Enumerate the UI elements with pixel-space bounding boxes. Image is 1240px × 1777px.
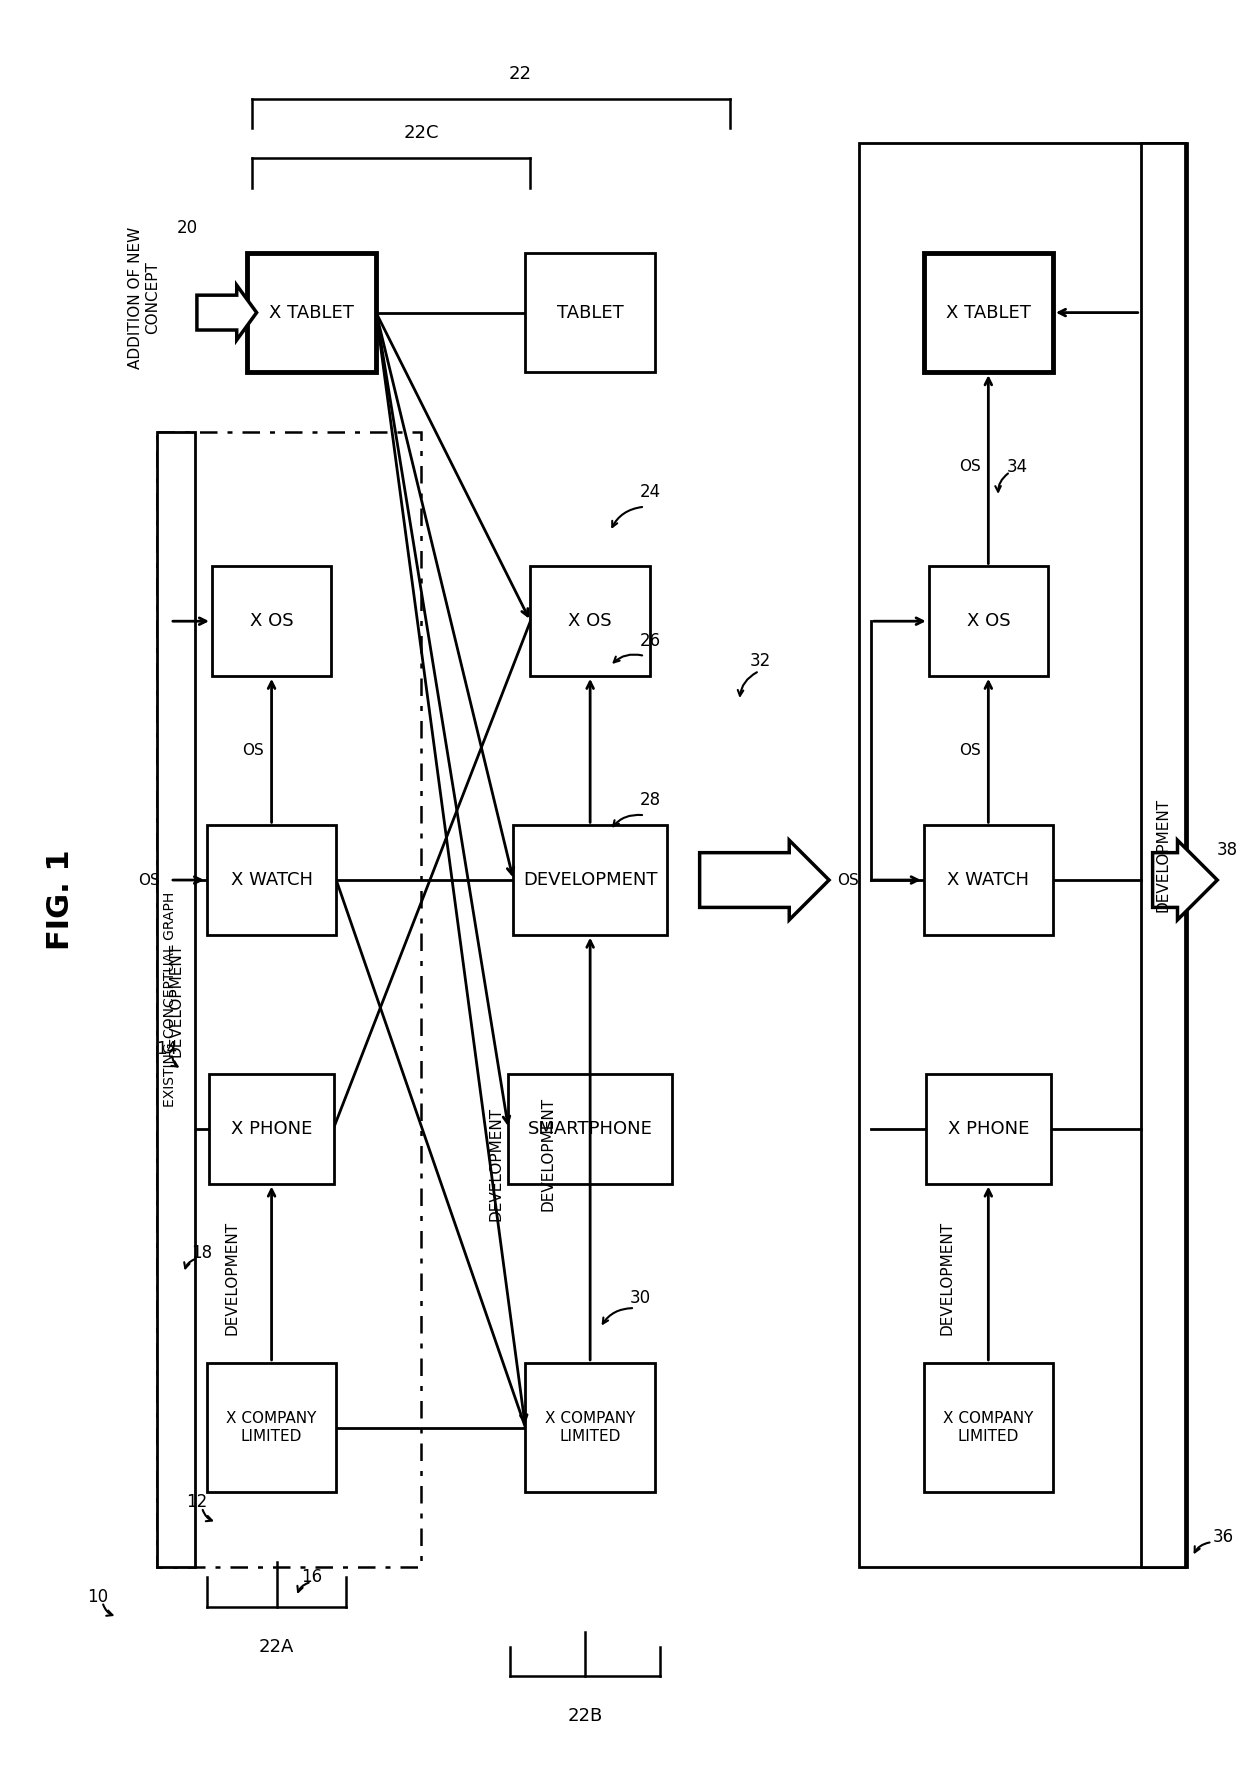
Bar	[212, 567, 331, 675]
Bar	[247, 252, 376, 373]
Text: 36: 36	[1213, 1528, 1234, 1546]
Text: 12: 12	[186, 1493, 207, 1510]
Text: 18: 18	[191, 1244, 212, 1262]
Text: X OS: X OS	[966, 613, 1011, 631]
Bar	[531, 567, 650, 675]
Text: X TABLET: X TABLET	[946, 304, 1030, 322]
Text: X COMPANY
LIMITED: X COMPANY LIMITED	[944, 1411, 1033, 1443]
FancyArrow shape	[197, 286, 257, 339]
Text: TABLET: TABLET	[557, 304, 624, 322]
Text: X TABLET: X TABLET	[269, 304, 353, 322]
FancyArrow shape	[699, 841, 830, 920]
Text: DEVELOPMENT: DEVELOPMENT	[169, 942, 184, 1057]
Bar	[926, 1073, 1050, 1183]
Bar	[526, 252, 655, 373]
Text: DEVELOPMENT: DEVELOPMENT	[1156, 798, 1171, 912]
Bar	[526, 1363, 655, 1493]
Text: OS: OS	[139, 873, 160, 887]
Text: OS: OS	[242, 743, 264, 759]
Text: OS: OS	[959, 743, 981, 759]
Text: 32: 32	[749, 652, 771, 670]
Text: X PHONE: X PHONE	[231, 1120, 312, 1137]
Text: 28: 28	[640, 791, 661, 809]
Text: EXISTING CONCEPTUAL GRAPH: EXISTING CONCEPTUAL GRAPH	[162, 892, 177, 1107]
Bar	[1141, 144, 1185, 1567]
Bar	[210, 1073, 334, 1183]
Bar	[929, 567, 1048, 675]
Bar	[513, 825, 667, 935]
Bar	[924, 252, 1053, 373]
Text: 22C: 22C	[403, 124, 439, 142]
Text: SMARTPHONE: SMARTPHONE	[528, 1120, 652, 1137]
FancyArrow shape	[1153, 841, 1218, 920]
Bar	[859, 144, 1188, 1567]
Bar	[508, 1073, 672, 1183]
Text: 30: 30	[630, 1288, 651, 1308]
Text: DEVELOPMENT: DEVELOPMENT	[541, 1096, 556, 1210]
Text: 22B: 22B	[568, 1708, 603, 1725]
Text: X OS: X OS	[249, 613, 294, 631]
Text: FIG. 1: FIG. 1	[46, 849, 74, 951]
Text: ADDITION OF NEW
CONCEPT: ADDITION OF NEW CONCEPT	[128, 226, 160, 370]
Bar	[924, 825, 1053, 935]
Bar	[207, 1363, 336, 1493]
Bar	[207, 825, 336, 935]
Text: X OS: X OS	[568, 613, 613, 631]
Bar	[924, 1363, 1053, 1493]
Text: OS: OS	[837, 873, 859, 887]
Text: 14: 14	[156, 1040, 177, 1059]
Text: X WATCH: X WATCH	[231, 871, 312, 888]
Text: DEVELOPMENT: DEVELOPMENT	[224, 1221, 239, 1335]
Bar	[157, 432, 420, 1567]
Text: 38: 38	[1216, 841, 1238, 858]
Text: X PHONE: X PHONE	[947, 1120, 1029, 1137]
Text: X WATCH: X WATCH	[947, 871, 1029, 888]
Text: 16: 16	[301, 1567, 322, 1585]
Text: 22A: 22A	[259, 1638, 294, 1656]
Text: 22: 22	[508, 64, 532, 84]
Text: DEVELOPMENT: DEVELOPMENT	[939, 1221, 954, 1335]
Text: X COMPANY
LIMITED: X COMPANY LIMITED	[227, 1411, 316, 1443]
Bar	[157, 432, 195, 1567]
Text: DEVELOPMENT: DEVELOPMENT	[523, 871, 657, 888]
Text: 24: 24	[640, 483, 661, 501]
Text: 34: 34	[1007, 458, 1028, 476]
Text: 10: 10	[87, 1589, 108, 1606]
Text: DEVELOPMENT: DEVELOPMENT	[489, 1107, 503, 1221]
Text: OS: OS	[959, 460, 981, 474]
Text: X COMPANY
LIMITED: X COMPANY LIMITED	[544, 1411, 635, 1443]
Text: 20: 20	[176, 219, 197, 236]
Text: 26: 26	[640, 633, 661, 650]
